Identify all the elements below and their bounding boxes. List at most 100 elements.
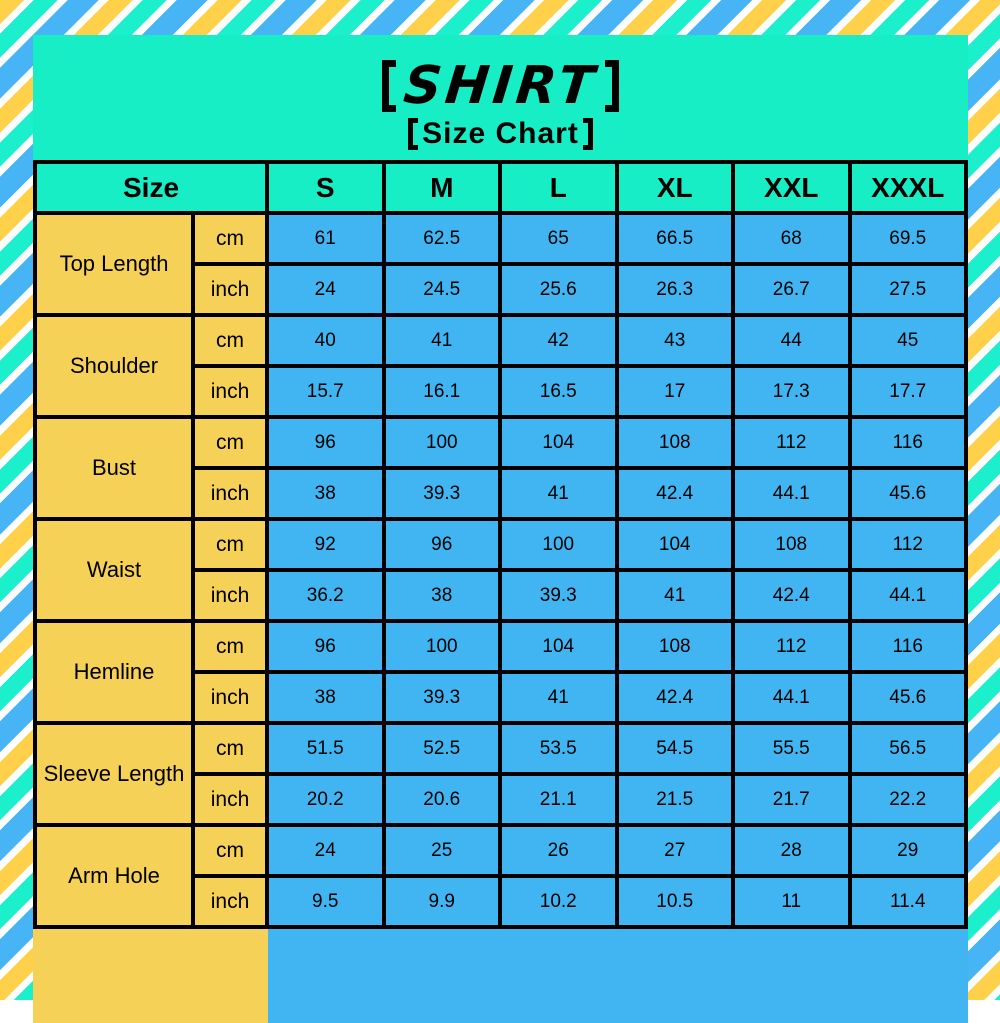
- column-header-xxxl: XXXL: [847, 160, 968, 215]
- unit-cell-cm: cm: [191, 721, 269, 776]
- table-row-arm-hole-inch: inch 9.5 9.9 10.2 10.5 11 11.4: [35, 874, 968, 929]
- bust-inch-l: 41: [498, 466, 619, 521]
- shoulder-cm-m: 41: [381, 313, 502, 368]
- waist-inch-m: 38: [381, 568, 502, 623]
- unit-cell-inch: inch: [191, 670, 269, 725]
- table-row-waist-cm: Waist cm 92 96 100 104 108 112: [33, 517, 968, 623]
- hemline-cm-l: 104: [498, 619, 619, 674]
- arm-hole-inch-m: 9.9: [381, 874, 502, 929]
- shoulder-inch-xxl: 17.3: [731, 364, 852, 419]
- unit-cell-cm: cm: [191, 517, 269, 572]
- bust-inch-m: 39.3: [381, 466, 502, 521]
- size-header-cell: Size: [33, 160, 269, 215]
- row-label-shoulder: Shoulder: [33, 313, 195, 419]
- shoulder-cm-xl: 43: [614, 313, 735, 368]
- hemline-cm-xxl: 112: [731, 619, 852, 674]
- shoulder-cm-xxxl: 45: [847, 313, 968, 368]
- arm-hole-cm-m: 25: [381, 823, 502, 878]
- sleeve-length-inch-l: 21.1: [498, 772, 619, 827]
- waist-cm-s: 92: [265, 517, 386, 572]
- sleeve-length-inch-xxl: 21.7: [731, 772, 852, 827]
- left-lenticular-bracket-icon: [408, 117, 419, 150]
- top-length-inch-l: 25.6: [498, 262, 619, 317]
- bust-cm-xl: 108: [614, 415, 735, 470]
- top-length-cm-l: 65: [498, 211, 619, 266]
- unit-cell-cm: cm: [191, 211, 269, 266]
- sleeve-length-inch-m: 20.6: [381, 772, 502, 827]
- arm-hole-cm-xxxl: 29: [847, 823, 968, 878]
- unit-cell-cm: cm: [191, 313, 269, 368]
- column-header-xxl: XXL: [731, 160, 852, 215]
- waist-inch-xxxl: 44.1: [847, 568, 968, 623]
- footer-yellow-block: [33, 929, 268, 1023]
- row-label-top-length: Top Length: [33, 211, 195, 317]
- sleeve-length-inch-s: 20.2: [265, 772, 386, 827]
- unit-cell-inch: inch: [191, 364, 269, 419]
- shoulder-inch-m: 16.1: [381, 364, 502, 419]
- waist-cm-xl: 104: [614, 517, 735, 572]
- right-lenticular-bracket-icon: [605, 59, 620, 112]
- row-label-bust: Bust: [33, 415, 195, 521]
- row-label-waist: Waist: [33, 517, 195, 623]
- arm-hole-cm-s: 24: [265, 823, 386, 878]
- column-header-xl: XL: [614, 160, 735, 215]
- waist-inch-s: 36.2: [265, 568, 386, 623]
- table-row-hemline-inch: inch 38 39.3 41 42.4 44.1 45.6: [35, 670, 968, 725]
- table-row-shoulder-cm: Shoulder cm 40 41 42 43 44 45: [33, 313, 968, 419]
- top-length-inch-s: 24: [265, 262, 386, 317]
- table-row-top-length-inch: inch 24 24.5 25.6 26.3 26.7 27.5: [35, 262, 968, 317]
- title-block: SHIRT Size Chart: [33, 35, 968, 160]
- row-label-arm-hole: Arm Hole: [33, 823, 195, 929]
- bust-cm-xxxl: 116: [847, 415, 968, 470]
- bust-inch-xxxl: 45.6: [847, 466, 968, 521]
- bust-inch-xxl: 44.1: [731, 466, 852, 521]
- top-length-inch-xl: 26.3: [614, 262, 735, 317]
- column-header-m: M: [381, 160, 502, 215]
- hemline-inch-s: 38: [265, 670, 386, 725]
- waist-cm-xxl: 108: [731, 517, 852, 572]
- unit-cell-inch: inch: [191, 874, 269, 929]
- shoulder-cm-l: 42: [498, 313, 619, 368]
- top-length-inch-xxxl: 27.5: [847, 262, 968, 317]
- table-row-hemline-cm: Hemline cm 96 100 104 108 112 116: [33, 619, 968, 725]
- unit-cell-cm: cm: [191, 619, 269, 674]
- table-footer-extension: [33, 929, 968, 1023]
- subtitle-text: Size Chart: [422, 116, 579, 150]
- hemline-cm-xxxl: 116: [847, 619, 968, 674]
- unit-cell-cm: cm: [191, 823, 269, 878]
- waist-inch-xxl: 42.4: [731, 568, 852, 623]
- table-row-sleeve-length-cm: Sleeve Length cm 51.5 52.5 53.5 54.5 55.5 56.5: [33, 721, 968, 827]
- waist-cm-m: 96: [381, 517, 502, 572]
- arm-hole-inch-xl: 10.5: [614, 874, 735, 929]
- hemline-cm-s: 96: [265, 619, 386, 674]
- arm-hole-cm-l: 26: [498, 823, 619, 878]
- waist-cm-xxxl: 112: [847, 517, 968, 572]
- bust-inch-xl: 42.4: [614, 466, 735, 521]
- bust-cm-m: 100: [381, 415, 502, 470]
- table-row-bust-inch: inch 38 39.3 41 42.4 44.1 45.6: [35, 466, 968, 521]
- waist-cm-l: 100: [498, 517, 619, 572]
- row-label-sleeve-length: Sleeve Length: [33, 721, 195, 827]
- sleeve-length-cm-l: 53.5: [498, 721, 619, 776]
- bust-inch-s: 38: [265, 466, 386, 521]
- top-length-inch-xxl: 26.7: [731, 262, 852, 317]
- table-row-sleeve-length-inch: inch 20.2 20.6 21.1 21.5 21.7 22.2: [35, 772, 968, 827]
- arm-hole-cm-xl: 27: [614, 823, 735, 878]
- arm-hole-inch-s: 9.5: [265, 874, 386, 929]
- top-length-inch-m: 24.5: [381, 262, 502, 317]
- chart-title: SHIRT: [381, 56, 620, 116]
- shoulder-inch-s: 15.7: [265, 364, 386, 419]
- hemline-inch-xxxl: 45.6: [847, 670, 968, 725]
- waist-inch-l: 39.3: [498, 568, 619, 623]
- sleeve-length-cm-xl: 54.5: [614, 721, 735, 776]
- hemline-inch-xl: 42.4: [614, 670, 735, 725]
- right-lenticular-bracket-icon: [582, 117, 593, 150]
- left-lenticular-bracket-icon: [381, 59, 396, 112]
- top-length-cm-m: 62.5: [381, 211, 502, 266]
- arm-hole-cm-xxl: 28: [731, 823, 852, 878]
- bust-cm-xxl: 112: [731, 415, 852, 470]
- sleeve-length-cm-m: 52.5: [381, 721, 502, 776]
- top-length-cm-xl: 66.5: [614, 211, 735, 266]
- shoulder-cm-xxl: 44: [731, 313, 852, 368]
- column-header-s: S: [265, 160, 386, 215]
